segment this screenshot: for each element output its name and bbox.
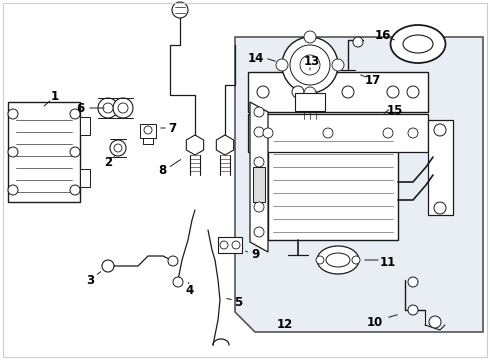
Polygon shape — [186, 135, 204, 155]
Text: 17: 17 — [365, 73, 381, 86]
Circle shape — [118, 103, 128, 113]
Circle shape — [254, 107, 264, 117]
Circle shape — [254, 127, 264, 137]
Bar — [248, 72, 428, 112]
Text: 13: 13 — [304, 54, 320, 68]
Circle shape — [290, 45, 330, 85]
Ellipse shape — [317, 246, 359, 274]
Circle shape — [263, 128, 273, 138]
Circle shape — [276, 59, 288, 71]
Text: 14: 14 — [248, 51, 264, 64]
Text: 11: 11 — [380, 256, 396, 269]
Bar — [8, 102, 80, 202]
Circle shape — [8, 185, 18, 195]
Text: 12: 12 — [277, 319, 293, 332]
Text: 1: 1 — [51, 90, 59, 103]
Bar — [253, 167, 265, 202]
Circle shape — [353, 37, 363, 47]
Circle shape — [114, 144, 122, 152]
Circle shape — [282, 37, 338, 93]
Circle shape — [254, 157, 264, 167]
Circle shape — [254, 202, 264, 212]
Ellipse shape — [391, 25, 445, 63]
Ellipse shape — [403, 35, 433, 53]
Circle shape — [304, 31, 316, 43]
Text: 2: 2 — [104, 156, 112, 168]
Circle shape — [323, 128, 333, 138]
Bar — [80, 169, 90, 187]
Polygon shape — [235, 37, 483, 332]
Circle shape — [168, 256, 178, 266]
Circle shape — [408, 277, 418, 287]
Circle shape — [70, 147, 80, 157]
Polygon shape — [428, 120, 453, 215]
Circle shape — [103, 103, 113, 113]
Circle shape — [352, 256, 360, 264]
Polygon shape — [250, 102, 268, 252]
Circle shape — [429, 316, 441, 328]
Circle shape — [220, 241, 228, 249]
Circle shape — [300, 55, 320, 75]
Circle shape — [434, 124, 446, 136]
Circle shape — [387, 86, 399, 98]
Circle shape — [232, 241, 240, 249]
Bar — [80, 117, 90, 135]
Circle shape — [173, 277, 183, 287]
Text: 8: 8 — [158, 163, 166, 176]
Circle shape — [383, 128, 393, 138]
Text: 6: 6 — [76, 102, 84, 114]
Circle shape — [434, 202, 446, 214]
Circle shape — [304, 87, 316, 99]
Bar — [295, 93, 325, 111]
Polygon shape — [217, 135, 234, 155]
Circle shape — [316, 256, 324, 264]
Circle shape — [8, 109, 18, 119]
Bar — [268, 120, 398, 240]
Circle shape — [407, 86, 419, 98]
Circle shape — [144, 126, 152, 134]
Circle shape — [172, 2, 188, 18]
Circle shape — [70, 109, 80, 119]
Circle shape — [292, 86, 304, 98]
Circle shape — [332, 59, 344, 71]
Text: 5: 5 — [234, 296, 242, 309]
Bar — [248, 114, 428, 152]
Circle shape — [110, 140, 126, 156]
Text: 7: 7 — [168, 122, 176, 135]
Circle shape — [408, 128, 418, 138]
Circle shape — [113, 98, 133, 118]
Text: 9: 9 — [251, 248, 259, 261]
Circle shape — [408, 305, 418, 315]
Circle shape — [98, 98, 118, 118]
Ellipse shape — [326, 253, 350, 267]
Circle shape — [8, 147, 18, 157]
Text: 16: 16 — [375, 28, 391, 41]
Text: 3: 3 — [86, 274, 94, 287]
Circle shape — [342, 86, 354, 98]
Bar — [218, 237, 242, 253]
Circle shape — [257, 86, 269, 98]
Circle shape — [102, 260, 114, 272]
Circle shape — [70, 185, 80, 195]
Text: 10: 10 — [367, 315, 383, 328]
Bar — [140, 124, 156, 138]
Text: 4: 4 — [186, 284, 194, 297]
Circle shape — [254, 227, 264, 237]
Text: 15: 15 — [387, 104, 403, 117]
